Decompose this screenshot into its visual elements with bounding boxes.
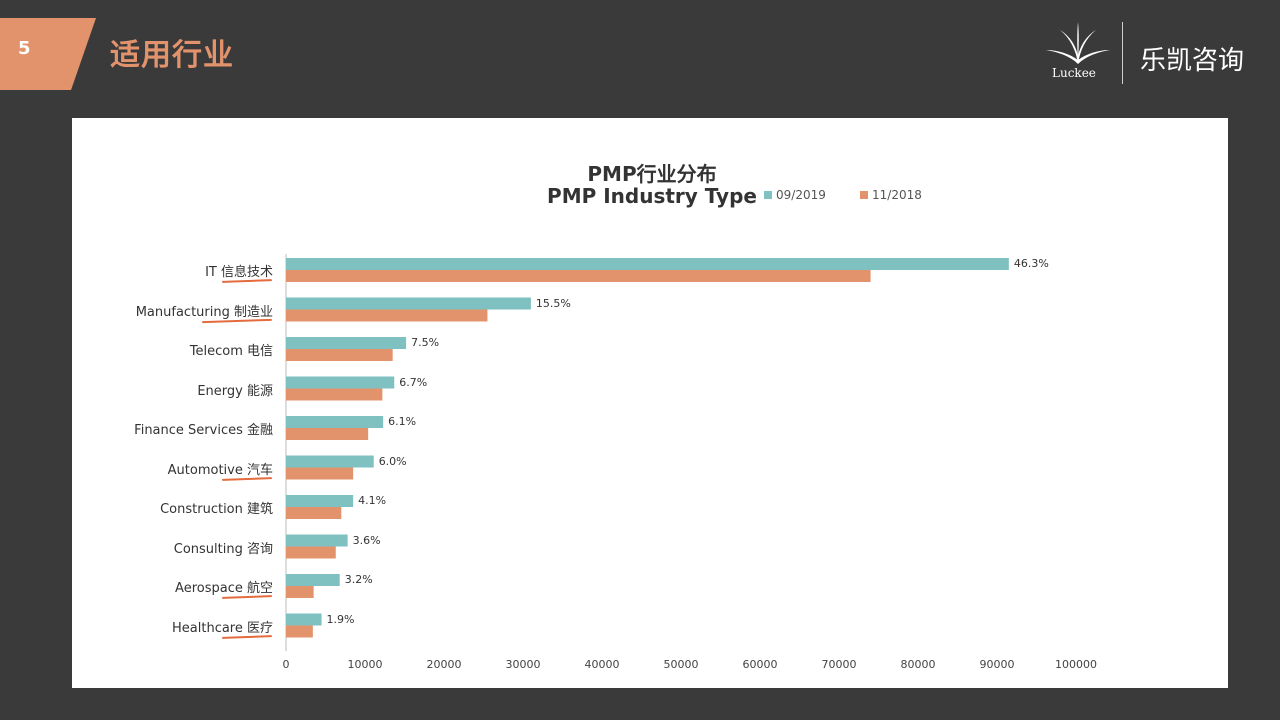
percent-label-6: 4.1% xyxy=(358,494,387,507)
bar-2018-0 xyxy=(286,270,871,282)
x-tick-label-8: 80000 xyxy=(900,658,936,671)
bar-2018-8 xyxy=(286,586,314,598)
category-label-8: Aerospace 航空 xyxy=(175,581,273,596)
bar-2019-1 xyxy=(286,297,531,310)
logo-divider xyxy=(1122,22,1123,84)
bar-2018-2 xyxy=(286,349,393,361)
legend-item-2018: 11/2018 xyxy=(860,188,922,202)
percent-label-7: 3.6% xyxy=(352,533,381,547)
percent-label-3: 6.7% xyxy=(399,375,428,389)
page-number: 5 xyxy=(18,38,31,59)
bar-2018-4 xyxy=(286,428,369,440)
category-label-2: Telecom 电信 xyxy=(189,344,273,359)
bar-2019-7 xyxy=(286,534,348,547)
percent-label-2: 7.5% xyxy=(411,336,440,349)
bar-2019-4 xyxy=(286,416,384,428)
bar-2018-3 xyxy=(286,388,383,401)
percent-label-0: 46.3% xyxy=(1013,257,1049,270)
category-label-6: Construction 建筑 xyxy=(160,502,273,517)
x-tick-label-10: 100000 xyxy=(1055,658,1097,671)
logo-text-en: Luckee xyxy=(1052,66,1096,80)
x-tick-label-9: 90000 xyxy=(979,658,1015,671)
percent-label-9: 1.9% xyxy=(326,612,355,626)
percent-label-4: 6.1% xyxy=(388,415,417,428)
bar-2019-2 xyxy=(286,337,407,349)
company-logo: Luckee 乐凯咨询 xyxy=(1040,20,1280,90)
percent-label-5: 6.0% xyxy=(378,454,407,468)
bar-2019-6 xyxy=(286,495,354,507)
bar-2019-5 xyxy=(286,455,374,468)
percent-label-8: 3.2% xyxy=(344,573,373,586)
category-label-0: IT 信息技术 xyxy=(205,265,273,280)
page-number-badge xyxy=(0,18,96,90)
category-label-4: Finance Services 金融 xyxy=(134,423,273,438)
category-label-7: Consulting 咨询 xyxy=(173,541,273,557)
bar-2019-9 xyxy=(286,613,322,626)
x-tick-label-1: 10000 xyxy=(347,658,383,671)
x-tick-label-3: 30000 xyxy=(505,658,541,671)
logo-text-cn: 乐凯咨询 xyxy=(1140,46,1245,76)
bar-2018-7 xyxy=(286,546,336,559)
chart-title: PMP行业分布 xyxy=(587,162,717,186)
legend-swatch-2018 xyxy=(860,191,868,199)
bar-2019-3 xyxy=(286,376,395,389)
luckee-logo-icon xyxy=(1046,22,1110,64)
bar-2018-6 xyxy=(286,507,342,519)
bar-chart xyxy=(285,254,1009,651)
x-tick-label-6: 60000 xyxy=(742,658,778,671)
legend-label-2018: 11/2018 xyxy=(872,188,922,202)
legend-item-2019: 09/2019 xyxy=(764,188,826,202)
legend-swatch-2019 xyxy=(764,191,772,199)
x-tick-label-2: 20000 xyxy=(426,658,462,671)
x-tick-label-7: 70000 xyxy=(821,658,857,671)
category-label-5: Automotive 汽车 xyxy=(167,462,273,478)
slide-title: 适用行业 xyxy=(110,38,234,73)
bar-2019-8 xyxy=(286,574,340,586)
x-tick-label-5: 50000 xyxy=(663,658,699,671)
bar-2019-0 xyxy=(286,258,1009,270)
x-tick-label-0: 0 xyxy=(282,658,290,671)
bar-2018-5 xyxy=(286,467,354,480)
legend-label-2019: 09/2019 xyxy=(776,188,826,202)
category-label-9: Healthcare 医疗 xyxy=(172,620,273,636)
chart-panel: PMP行业分布 PMP Industry Type 09/2019 11/201… xyxy=(72,118,1228,688)
category-label-3: Energy 能源 xyxy=(197,383,273,399)
x-tick-label-4: 40000 xyxy=(584,658,620,671)
chart-subtitle: PMP Industry Type xyxy=(547,184,757,208)
percent-label-1: 15.5% xyxy=(535,296,571,310)
bar-2018-9 xyxy=(286,625,313,638)
category-label-1: Manufacturing 制造业 xyxy=(135,304,273,320)
bar-2018-1 xyxy=(286,309,488,322)
